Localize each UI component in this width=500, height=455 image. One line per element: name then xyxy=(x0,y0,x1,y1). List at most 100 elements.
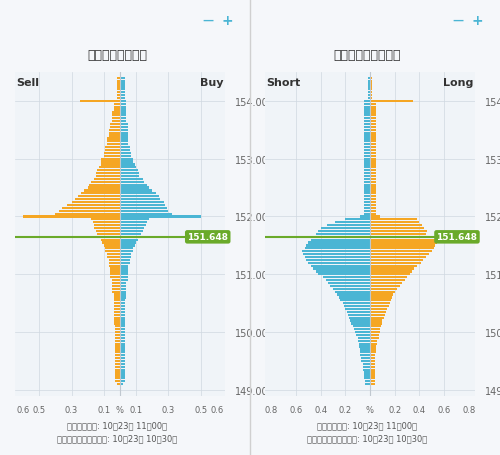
Bar xyxy=(328,282,370,284)
Bar xyxy=(370,297,392,299)
Bar xyxy=(120,86,125,88)
Bar xyxy=(362,369,370,371)
Text: オープンポジション: オープンポジション xyxy=(334,49,401,62)
Bar xyxy=(370,144,376,146)
Bar xyxy=(120,242,136,244)
Bar xyxy=(120,331,125,334)
Bar xyxy=(120,265,128,267)
Bar xyxy=(56,213,120,215)
Bar xyxy=(310,239,370,241)
Bar xyxy=(115,360,120,362)
Bar xyxy=(364,164,370,166)
Bar xyxy=(120,144,128,146)
Bar xyxy=(94,178,120,181)
Bar xyxy=(348,314,370,316)
Bar xyxy=(370,196,376,198)
Bar xyxy=(120,374,125,377)
Bar xyxy=(91,181,120,183)
Bar xyxy=(364,190,370,192)
Bar xyxy=(370,178,376,181)
Bar xyxy=(112,291,120,293)
Bar xyxy=(120,124,128,126)
Bar xyxy=(120,380,125,383)
Bar xyxy=(370,346,376,348)
Bar xyxy=(120,202,164,204)
Bar xyxy=(370,92,372,94)
Bar xyxy=(120,349,125,351)
Bar xyxy=(330,285,370,288)
Bar xyxy=(100,164,120,166)
Bar xyxy=(112,288,120,290)
Bar xyxy=(114,106,120,108)
Bar xyxy=(370,349,376,351)
Bar xyxy=(117,89,120,91)
Text: Short: Short xyxy=(266,77,300,87)
Bar xyxy=(120,109,126,111)
Bar xyxy=(120,329,125,331)
Bar xyxy=(120,141,128,143)
Bar xyxy=(114,303,120,305)
Bar xyxy=(370,121,376,123)
Bar xyxy=(364,178,370,181)
Bar xyxy=(364,115,370,117)
Bar xyxy=(92,222,120,224)
Bar xyxy=(364,101,370,103)
Bar xyxy=(358,340,370,342)
Bar xyxy=(115,343,120,345)
Bar xyxy=(344,305,370,308)
Bar xyxy=(120,378,125,379)
Bar xyxy=(370,285,400,288)
Bar xyxy=(360,349,370,351)
Bar xyxy=(120,294,126,296)
Bar xyxy=(115,334,120,336)
Bar xyxy=(115,346,120,348)
Bar xyxy=(364,144,370,146)
Bar xyxy=(120,152,132,155)
Bar xyxy=(370,251,432,253)
Bar xyxy=(370,331,380,334)
Bar xyxy=(370,317,384,319)
Bar xyxy=(120,340,125,342)
Bar xyxy=(304,253,370,256)
Bar xyxy=(364,124,370,126)
Bar xyxy=(107,144,120,146)
Bar xyxy=(370,248,434,250)
Bar xyxy=(120,225,146,227)
Bar xyxy=(99,167,120,169)
Bar xyxy=(364,170,370,172)
Bar xyxy=(88,187,120,189)
Bar xyxy=(23,216,120,218)
Bar xyxy=(102,242,120,244)
Bar xyxy=(120,369,125,371)
Bar xyxy=(370,271,412,273)
Bar xyxy=(364,152,370,155)
Bar xyxy=(117,83,120,86)
Bar xyxy=(108,265,120,267)
Bar xyxy=(370,366,375,368)
Text: Sell: Sell xyxy=(16,77,40,87)
Bar xyxy=(120,129,128,131)
Bar xyxy=(306,259,370,261)
Bar xyxy=(370,95,372,97)
Bar xyxy=(115,366,120,368)
Bar xyxy=(370,204,376,207)
Bar xyxy=(108,262,120,264)
Bar xyxy=(104,245,120,247)
Bar xyxy=(115,349,120,351)
Bar xyxy=(370,239,438,241)
Bar xyxy=(120,299,125,302)
Bar xyxy=(112,279,120,282)
Bar xyxy=(120,147,130,149)
Bar xyxy=(364,184,370,187)
Bar xyxy=(370,129,376,131)
Bar xyxy=(370,357,375,359)
Bar xyxy=(108,132,120,135)
Bar xyxy=(96,230,120,233)
Bar xyxy=(120,164,134,166)
Bar xyxy=(343,303,370,305)
Bar xyxy=(370,294,394,296)
Bar xyxy=(114,294,120,296)
Bar xyxy=(115,369,120,371)
Bar xyxy=(368,95,370,97)
Bar xyxy=(120,323,125,325)
